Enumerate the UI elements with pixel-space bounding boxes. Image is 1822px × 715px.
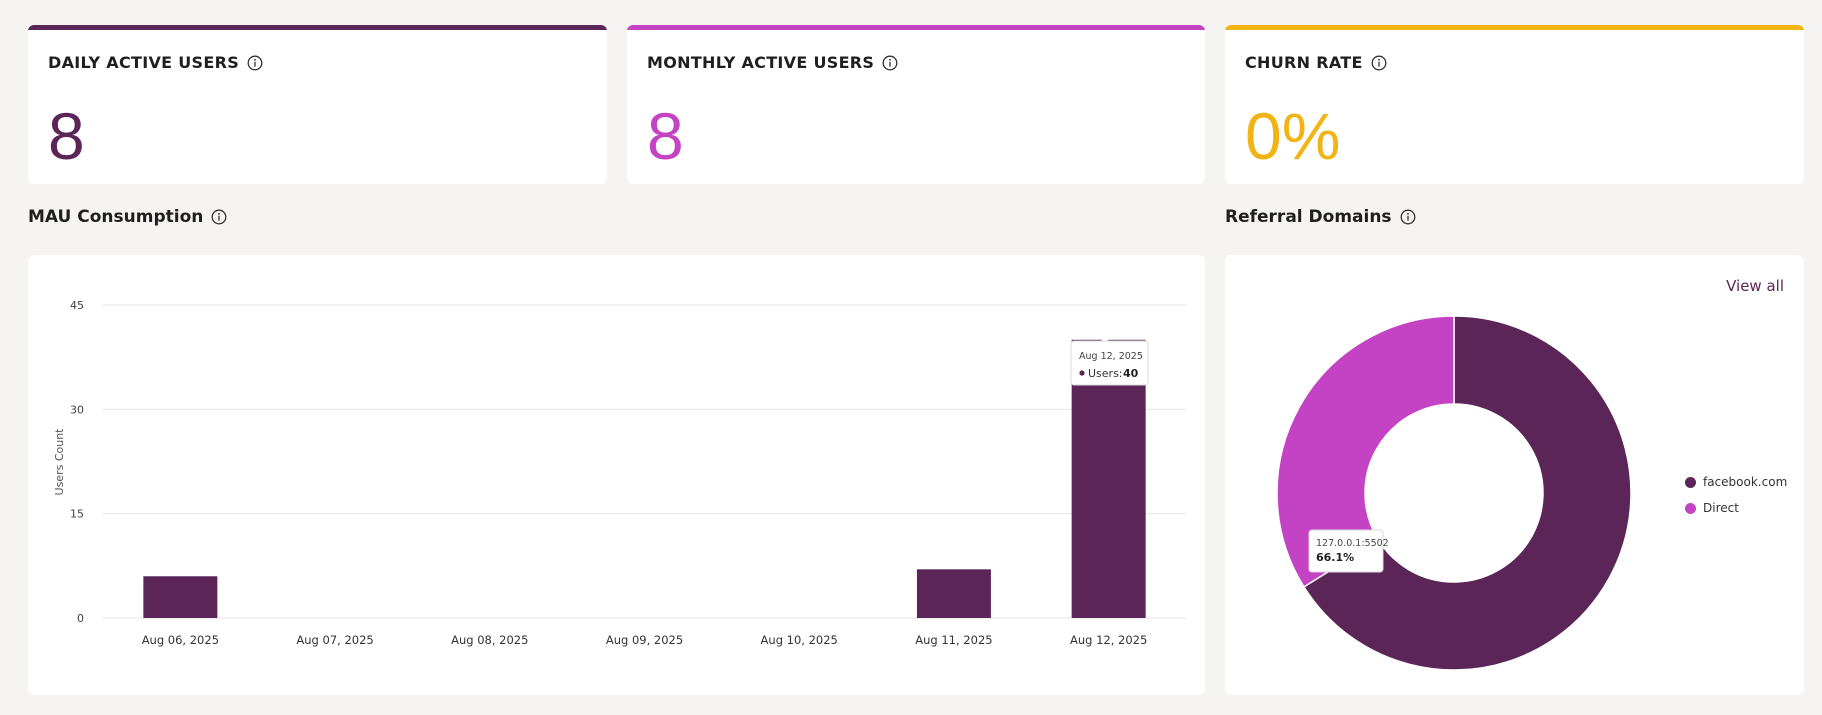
referral-chart-panel: View all 127.0.0.1:5502 66.1% facebook.c… [1225,255,1804,695]
kpi-value: 0% [1245,99,1341,173]
donut-slice[interactable] [1276,315,1455,588]
kpi-title: MONTHLY ACTIVE USERS [647,53,875,72]
mau-section-title: MAU Consumption [28,207,227,227]
kpi-accent-bar [1225,25,1804,30]
kpi-card-churn-rate: CHURN RATE 0% [1225,25,1804,184]
info-icon[interactable] [1400,209,1416,225]
referral-donut-chart: 127.0.0.1:5502 66.1% [1276,315,1632,671]
x-tick-label: Aug 11, 2025 [915,633,992,647]
kpi-accent-bar [28,25,607,30]
kpi-card-daily-active-users: DAILY ACTIVE USERS 8 [28,25,607,184]
info-icon[interactable] [1371,55,1387,71]
donut-tooltip: 127.0.0.1:5502 66.1% [1308,529,1389,573]
x-tick-label: Aug 08, 2025 [451,633,528,647]
kpi-title: DAILY ACTIVE USERS [48,53,240,72]
info-icon[interactable] [211,209,227,225]
bar[interactable] [916,569,991,618]
y-tick-label: 15 [70,508,84,521]
kpi-value: 8 [647,99,684,173]
bar[interactable] [1071,339,1146,618]
view-all-link[interactable]: View all [1726,277,1784,295]
mau-bar-chart: 0 15 30 45 Aug 06, 2025 Aug 07, 2025 Aug 08, … [53,299,1186,647]
legend-dot [1685,476,1696,488]
tooltip-value: 40 [1123,367,1139,380]
mau-chart-panel: 0 15 30 45 Aug 06, 2025 Aug 07, 2025 Aug 08, … [28,255,1205,695]
referral-section-title: Referral Domains [1225,207,1416,227]
legend-dot [1685,502,1696,514]
kpi-card-monthly-active-users: MONTHLY ACTIVE USERS 8 [627,25,1205,184]
kpi-accent-bar [627,25,1205,30]
tooltip-label: Users: [1088,367,1123,380]
y-tick-label: 45 [70,299,84,312]
x-tick-label: Aug 06, 2025 [142,633,219,647]
tooltip-domain: 127.0.0.1:5502 [1316,538,1389,549]
bar-tooltip: Aug 12, 2025 Users: 40 [1070,336,1149,386]
legend-label: Direct [1703,501,1739,515]
legend-item-direct[interactable]: Direct [1685,495,1787,521]
y-tick-label: 0 [77,612,84,625]
donut-legend: facebook.com Direct [1685,469,1787,521]
section-title-text: MAU Consumption [28,207,204,227]
donut-slice[interactable] [1302,315,1632,671]
x-tick-label: Aug 10, 2025 [761,633,838,647]
kpi-title-row: MONTHLY ACTIVE USERS [647,53,898,72]
x-tick-label: Aug 07, 2025 [296,633,373,647]
x-tick-label: Aug 09, 2025 [606,633,683,647]
x-tick-label: Aug 12, 2025 [1070,633,1147,647]
y-axis-label: Users Count [53,428,66,496]
legend-item-facebook[interactable]: facebook.com [1685,469,1787,495]
bar[interactable] [143,576,218,618]
tooltip-percent: 66.1% [1316,551,1354,564]
y-tick-label: 30 [70,403,84,416]
kpi-title: CHURN RATE [1245,53,1363,72]
info-icon[interactable] [882,55,898,71]
tooltip-date: Aug 12, 2025 [1079,351,1143,362]
info-icon[interactable] [247,55,263,71]
kpi-value: 8 [48,99,85,173]
legend-label: facebook.com [1703,475,1788,489]
kpi-title-row: DAILY ACTIVE USERS [48,53,263,72]
kpi-title-row: CHURN RATE [1245,53,1387,72]
section-title-text: Referral Domains [1225,207,1392,227]
